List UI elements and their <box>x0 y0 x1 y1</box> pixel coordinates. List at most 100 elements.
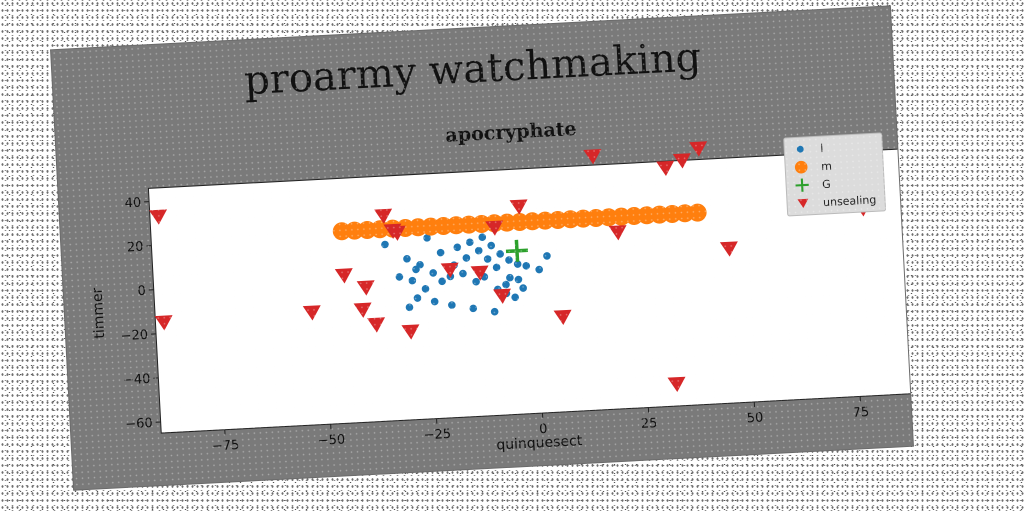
l-point <box>519 284 527 292</box>
l-point <box>506 273 514 282</box>
y-tick-label: −60 <box>125 416 153 432</box>
m-point <box>663 204 682 223</box>
y-axis-label: timmer <box>90 287 109 339</box>
m-point <box>599 208 618 227</box>
unsealing-point <box>719 241 738 257</box>
scatter-chart: apocryphate −75 −50 −25 0 25 50 7540200−20−40−… <box>90 118 913 455</box>
m-point <box>434 216 453 235</box>
legend-marker-g <box>795 178 809 192</box>
x-tick-label: 0 <box>539 422 548 437</box>
x-tick-label: −75 <box>212 438 240 454</box>
m-point <box>561 210 580 229</box>
m-point <box>650 205 669 224</box>
unsealing-point <box>334 268 353 284</box>
unsealing-point <box>149 209 168 225</box>
l-point <box>403 255 411 263</box>
unsealing-point <box>689 141 708 157</box>
unsealing-point <box>583 149 602 165</box>
m-point <box>625 206 644 225</box>
unsealing-point <box>485 220 504 236</box>
l-point <box>405 303 414 312</box>
l-point <box>421 284 430 293</box>
x-tick-label: 50 <box>746 411 763 427</box>
y-tick-label: 20 <box>127 240 144 256</box>
m-point <box>421 217 440 236</box>
l-point <box>408 276 417 285</box>
legend-label-g: G <box>822 178 831 191</box>
m-point <box>536 211 555 230</box>
l-point <box>469 304 478 313</box>
m-point <box>675 204 694 223</box>
x-tick-label: −50 <box>317 432 345 448</box>
l-point <box>513 260 522 268</box>
unsealing-point <box>387 225 406 241</box>
m-point <box>612 207 631 226</box>
y-tick-label: −20 <box>120 328 148 344</box>
m-point <box>358 220 377 239</box>
unsealing-point <box>672 153 691 169</box>
m-point <box>637 206 656 225</box>
x-tick-label: 25 <box>641 416 658 432</box>
m-point <box>510 212 529 231</box>
l-point <box>459 269 467 278</box>
l-point <box>413 294 422 302</box>
unsealing-point <box>367 317 386 333</box>
axis-ticks: −75 −50 −25 0 25 50 75 40 20 0 −20 −40 −60 <box>120 196 869 455</box>
unsealing-point <box>667 376 686 393</box>
unsealing-point <box>302 305 321 321</box>
l-point <box>490 307 499 316</box>
l-point <box>535 265 543 274</box>
m-point <box>688 203 707 222</box>
l-point <box>430 297 439 306</box>
l-point <box>487 241 496 250</box>
l-point <box>492 263 501 272</box>
l-point <box>438 277 446 286</box>
unsealing-point <box>154 315 173 331</box>
l-point <box>511 293 519 302</box>
x-axis-label: quinquesect <box>496 433 583 454</box>
l-point <box>483 255 492 263</box>
m-point <box>332 222 351 241</box>
unsealing-point <box>374 208 393 224</box>
figure: proarmy watchmaking apocryphate −75 −50 −2… <box>51 6 913 490</box>
m-point <box>459 215 478 234</box>
l-point <box>453 243 462 252</box>
m-point <box>447 216 466 235</box>
data-marks <box>149 141 872 393</box>
unsealing-point <box>509 199 528 215</box>
y-tick-label: −40 <box>123 372 151 388</box>
legend-label-m: m <box>821 160 832 174</box>
l-point <box>448 301 456 309</box>
m-point <box>574 209 593 228</box>
legend-marker-l <box>796 145 804 153</box>
legend-label-unsealing: unsealing <box>823 193 877 209</box>
l-point <box>505 256 513 264</box>
l-point <box>474 246 483 255</box>
unsealing-point <box>492 288 511 304</box>
y-tick-label: 40 <box>124 196 141 212</box>
legend-marker-unsealing <box>797 198 809 208</box>
unsealing-point <box>608 225 627 241</box>
unsealing-point <box>656 160 675 176</box>
l-point <box>522 262 531 270</box>
g-point <box>505 239 529 262</box>
m-point <box>523 212 542 231</box>
x-tick-label: 75 <box>852 405 869 421</box>
l-point <box>381 240 389 249</box>
l-point <box>478 233 487 241</box>
l-point <box>416 260 424 269</box>
m-point <box>472 214 491 233</box>
m-point <box>548 210 567 229</box>
m-point <box>586 208 605 227</box>
legend-marker-m <box>794 160 808 174</box>
unsealing-point <box>470 265 489 281</box>
y-tick-label: 0 <box>137 284 146 299</box>
m-point <box>409 218 428 237</box>
l-point <box>436 248 445 257</box>
legend-box <box>783 132 887 217</box>
unsealing-point <box>356 280 375 296</box>
unsealing-point <box>553 309 572 326</box>
l-point <box>466 238 474 247</box>
unsealing-point <box>401 324 420 340</box>
